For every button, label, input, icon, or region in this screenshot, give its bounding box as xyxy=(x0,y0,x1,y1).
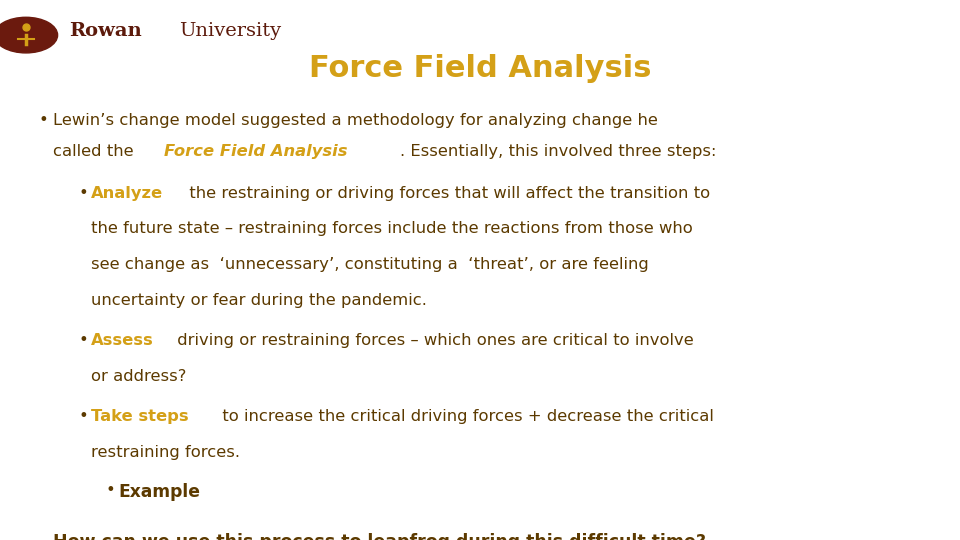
Text: University: University xyxy=(180,22,281,39)
Text: Force Field Analysis: Force Field Analysis xyxy=(163,144,348,159)
Text: Assess: Assess xyxy=(91,333,154,348)
Text: the future state – restraining forces include the reactions from those who: the future state – restraining forces in… xyxy=(91,221,693,237)
Text: •: • xyxy=(79,333,88,348)
Text: called the: called the xyxy=(53,144,138,159)
Text: the restraining or driving forces that will affect the transition to: the restraining or driving forces that w… xyxy=(184,186,710,201)
Text: •: • xyxy=(38,113,48,129)
Text: to increase the critical driving forces + decrease the critical: to increase the critical driving forces … xyxy=(217,409,714,424)
Text: •: • xyxy=(79,409,88,424)
Text: Example: Example xyxy=(118,483,200,501)
Text: •: • xyxy=(106,483,115,498)
Text: Rowan: Rowan xyxy=(69,22,142,39)
Text: driving or restraining forces – which ones are critical to involve: driving or restraining forces – which on… xyxy=(172,333,694,348)
Text: uncertainty or fear during the pandemic.: uncertainty or fear during the pandemic. xyxy=(91,293,427,308)
Text: Force Field Analysis: Force Field Analysis xyxy=(309,54,651,83)
Text: How can we use this process to leapfrog during this difficult time?: How can we use this process to leapfrog … xyxy=(53,533,706,540)
Text: Lewin’s change model suggested a methodology for analyzing change he: Lewin’s change model suggested a methodo… xyxy=(53,113,658,129)
Text: or address?: or address? xyxy=(91,369,186,384)
Circle shape xyxy=(0,17,58,53)
Text: restraining forces.: restraining forces. xyxy=(91,445,240,460)
Text: •: • xyxy=(79,186,88,201)
Text: Analyze: Analyze xyxy=(91,186,163,201)
Text: see change as  ‘unnecessary’, constituting a  ‘threat’, or are feeling: see change as ‘unnecessary’, constitutin… xyxy=(91,257,649,272)
Text: . Essentially, this involved three steps:: . Essentially, this involved three steps… xyxy=(400,144,717,159)
Text: Take steps: Take steps xyxy=(91,409,189,424)
